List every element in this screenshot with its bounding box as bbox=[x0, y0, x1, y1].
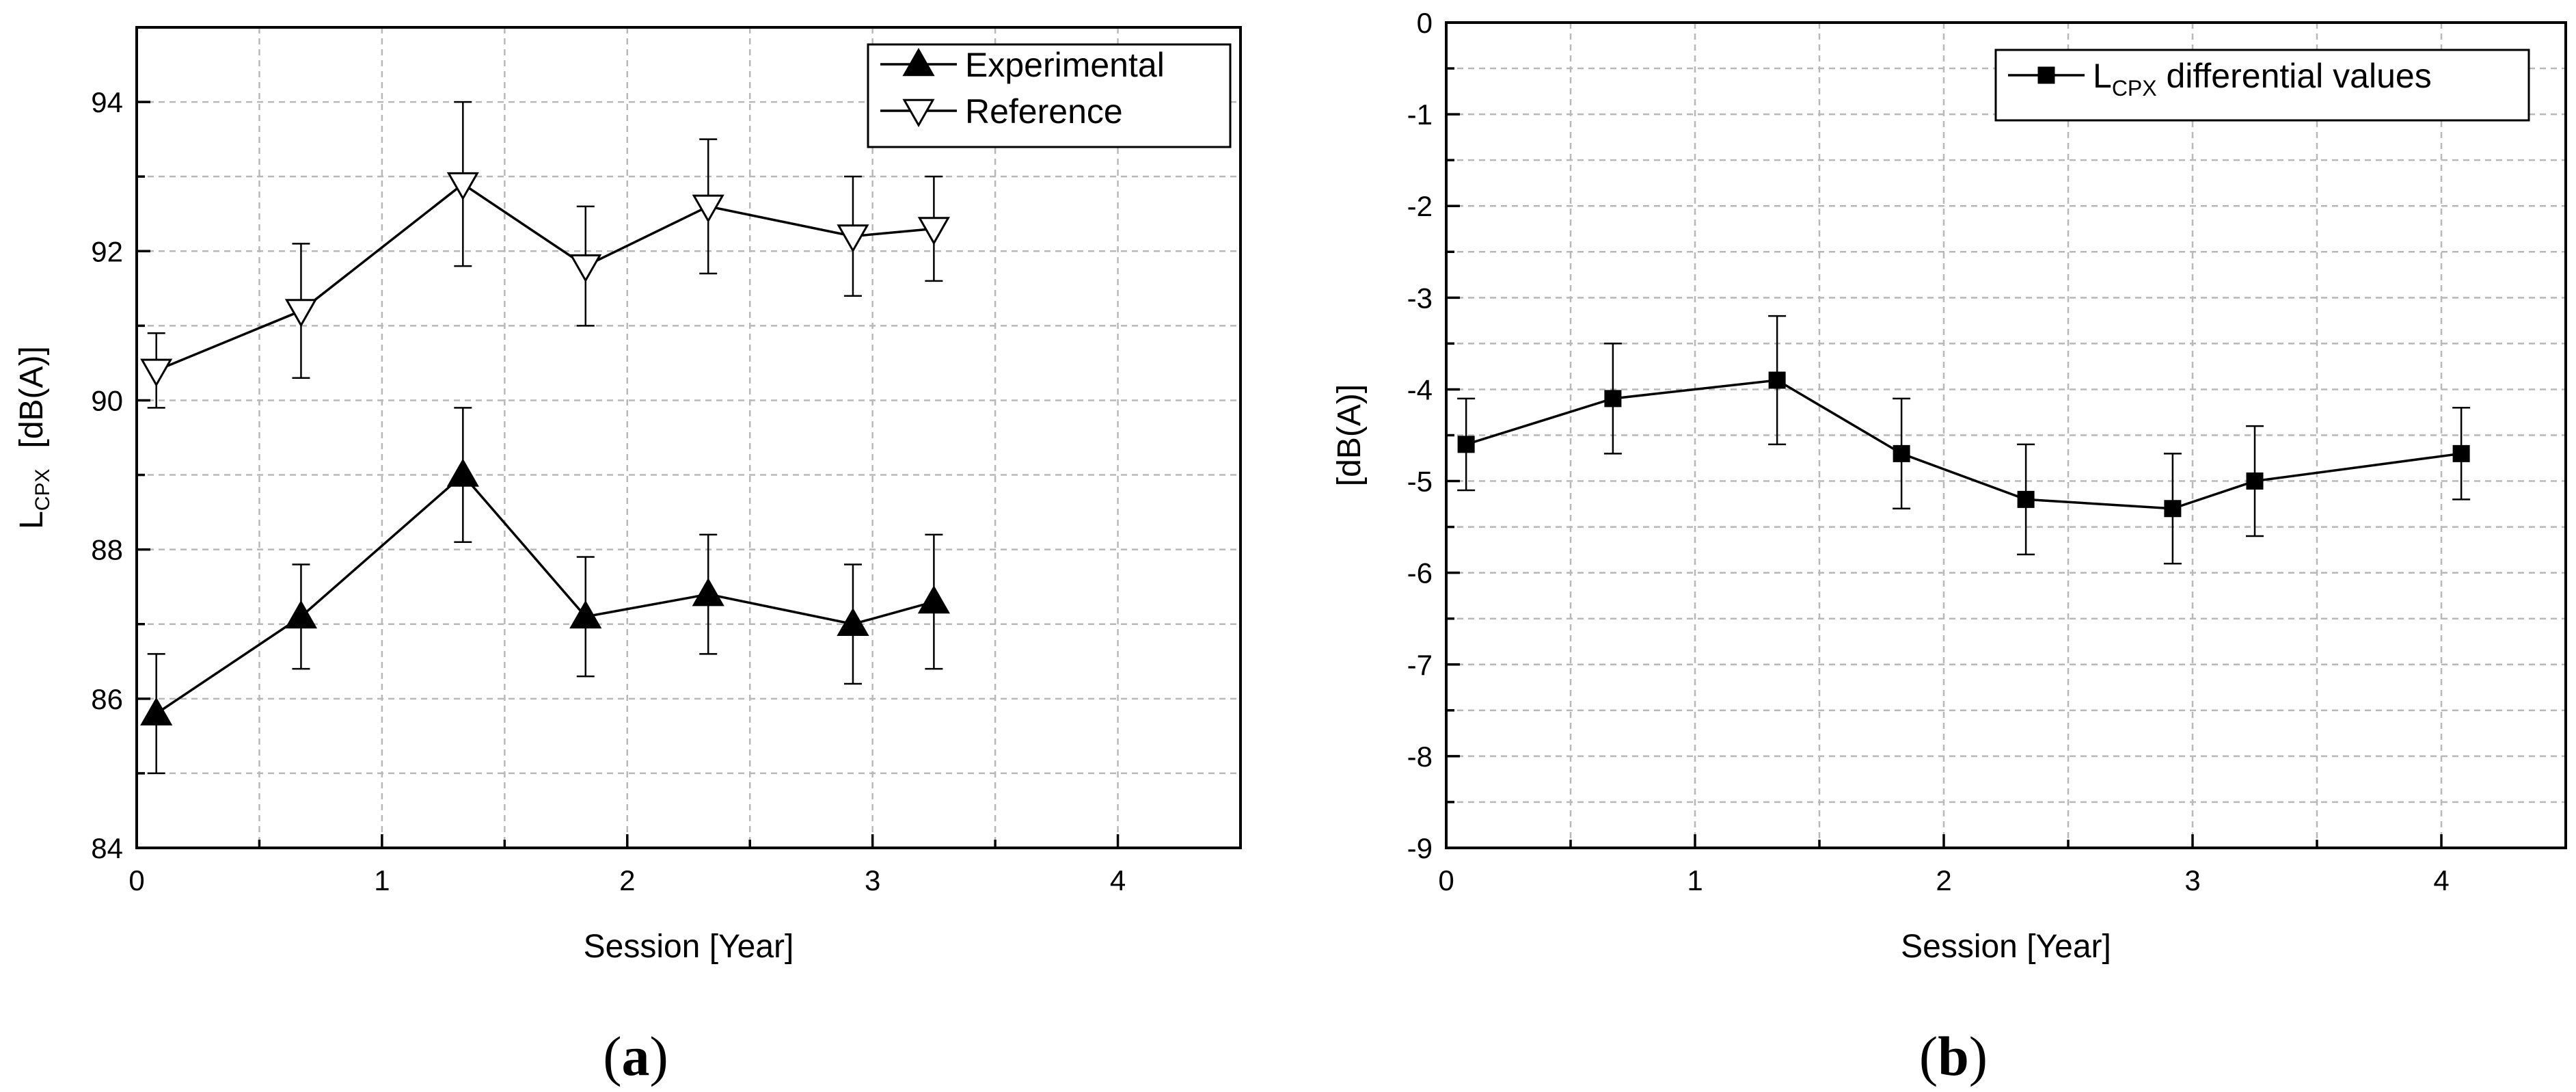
panel-a-y-axis-title: LCPX [dB(A)] bbox=[14, 346, 54, 529]
data-point bbox=[917, 585, 950, 614]
panel-a-y-axis-title-sub: CPX bbox=[31, 468, 54, 511]
data-point bbox=[2246, 472, 2264, 490]
data-point bbox=[284, 299, 318, 328]
panel-a-legend: Experimental Reference bbox=[867, 43, 1232, 148]
panel-b-legend-box bbox=[1994, 49, 2530, 122]
panel-b-chart: 0 1 2 3 4 0 -1 -2 -3 -4 -5 -6 -7 -8 -9 Session [Year]… bbox=[1331, 7, 2567, 1087]
panel-b-x-axis: 0 1 2 3 4 bbox=[1438, 834, 2567, 896]
panel-b-y-minor-ticks bbox=[1446, 67, 1454, 803]
panel-a-label-close: ) bbox=[650, 1025, 668, 1087]
y-tick-label: -1 bbox=[1407, 98, 1433, 131]
data-point bbox=[2164, 500, 2182, 518]
data-point bbox=[837, 607, 869, 636]
series-experimental bbox=[140, 407, 950, 775]
legend-marker bbox=[902, 98, 935, 128]
panel-a-gridlines bbox=[137, 27, 1240, 848]
data-point bbox=[1893, 444, 1910, 462]
y-tick-label: -9 bbox=[1407, 832, 1433, 864]
panel-a-y-axis-title-main: L bbox=[14, 511, 50, 529]
panel-a-label-letter: a bbox=[622, 1025, 650, 1087]
panel-b-plot-frame bbox=[1445, 21, 2567, 849]
y-tick-label: 92 bbox=[91, 235, 123, 267]
legend-label-main: Reference bbox=[965, 92, 1123, 131]
data-point bbox=[837, 224, 869, 253]
y-tick-label: -5 bbox=[1407, 466, 1433, 498]
panel-b-y-axis: 0 -1 -2 -3 -4 -5 -6 -7 -8 -9 bbox=[1407, 7, 1460, 864]
panel-a-chart: 0 1 2 3 4 84 86 88 90 92 94 Session [Year] LCPX [d… bbox=[14, 26, 1242, 1087]
data-point bbox=[1604, 390, 1622, 408]
y-tick-label: -6 bbox=[1407, 557, 1433, 589]
series-reference bbox=[140, 101, 950, 409]
y-tick-label: -3 bbox=[1407, 282, 1433, 314]
data-point bbox=[2017, 490, 2035, 508]
series-line bbox=[155, 473, 934, 715]
data-point bbox=[140, 697, 173, 725]
data-point bbox=[2452, 444, 2470, 462]
panel-b-label: (b) bbox=[1919, 1025, 1988, 1087]
y-tick-label: -4 bbox=[1407, 373, 1433, 405]
x-tick-label: 4 bbox=[2433, 864, 2449, 896]
panel-b-y-axis-title: [dB(A)] bbox=[1331, 384, 1368, 486]
legend-label-main: L bbox=[2093, 57, 2112, 95]
data-point bbox=[446, 172, 479, 201]
y-tick-label: -8 bbox=[1407, 741, 1433, 773]
x-tick-label: 1 bbox=[1687, 864, 1703, 896]
legend-marker bbox=[902, 47, 935, 77]
panel-b-gridlines bbox=[1446, 23, 2566, 848]
legend-label-rest: differential values bbox=[2157, 57, 2432, 95]
data-point bbox=[917, 217, 950, 245]
series-l bbox=[1457, 315, 2471, 565]
panel-a-x-axis: 0 1 2 3 4 bbox=[128, 834, 1242, 896]
panel-b-label-close: ) bbox=[1969, 1025, 1988, 1087]
y-tick-label: 94 bbox=[91, 86, 123, 118]
x-tick-label: 3 bbox=[2184, 864, 2200, 896]
x-tick-label: 0 bbox=[128, 864, 144, 896]
y-tick-label: 84 bbox=[91, 832, 123, 864]
panel-b-label-open: ( bbox=[1919, 1025, 1938, 1087]
panel-a-x-axis-title: Session [Year] bbox=[584, 929, 794, 965]
panel-b-series bbox=[1457, 315, 2471, 565]
legend-label: Experimental bbox=[965, 46, 1165, 84]
legend-label: Reference bbox=[965, 92, 1123, 131]
panel-a-label: (a) bbox=[603, 1025, 668, 1087]
x-tick-label: 2 bbox=[619, 864, 635, 896]
panel-a-y-axis: 84 86 88 90 92 94 bbox=[91, 86, 150, 864]
y-tick-label: -7 bbox=[1407, 649, 1433, 681]
x-tick-label: 3 bbox=[865, 864, 880, 896]
legend-label-sub: CPX bbox=[2112, 76, 2157, 101]
panel-a-plot-frame bbox=[135, 26, 1242, 849]
x-tick-label: 1 bbox=[374, 864, 390, 896]
series-line bbox=[1465, 379, 2462, 510]
y-tick-label: 0 bbox=[1417, 7, 1433, 39]
panel-b-x-axis-title: Session [Year] bbox=[1901, 929, 2111, 965]
x-tick-label: 4 bbox=[1110, 864, 1126, 896]
y-tick-label: -2 bbox=[1407, 190, 1433, 222]
data-point bbox=[692, 194, 724, 223]
y-tick-label: 88 bbox=[91, 534, 123, 566]
data-point bbox=[284, 600, 318, 629]
data-point bbox=[569, 254, 602, 283]
panel-a-y-axis-title-unit: [dB(A)] bbox=[14, 346, 50, 448]
panel-a-legend-box bbox=[867, 43, 1232, 148]
legend-label-main: Experimental bbox=[965, 46, 1165, 84]
data-point bbox=[1768, 371, 1786, 389]
data-point bbox=[1457, 436, 1475, 453]
panel-b-label-letter: b bbox=[1938, 1025, 1969, 1087]
data-point bbox=[569, 600, 602, 629]
data-point bbox=[446, 458, 479, 487]
x-tick-label: 2 bbox=[1936, 864, 1951, 896]
x-tick-label: 0 bbox=[1438, 864, 1454, 896]
panel-b-legend: LCPX differential values bbox=[1994, 49, 2530, 122]
y-tick-label: 90 bbox=[91, 384, 123, 416]
panel-a-label-open: ( bbox=[603, 1025, 621, 1087]
data-point bbox=[140, 358, 173, 387]
panel-a-series bbox=[140, 101, 950, 775]
data-point bbox=[692, 578, 724, 607]
legend-label: LCPX differential values bbox=[2093, 57, 2432, 101]
legend-marker bbox=[2037, 66, 2055, 84]
y-tick-label: 86 bbox=[91, 683, 123, 715]
series-line bbox=[156, 182, 934, 372]
